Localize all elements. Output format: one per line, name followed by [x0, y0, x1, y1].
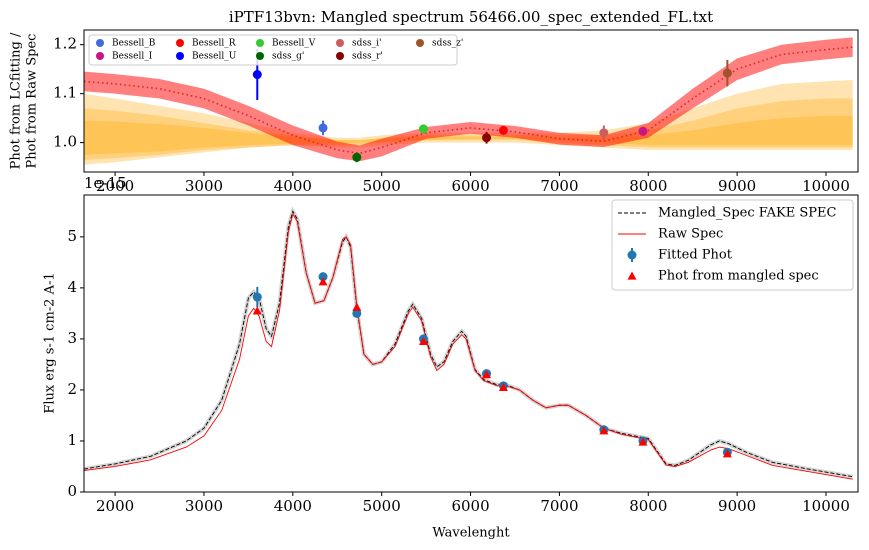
marker — [318, 272, 328, 282]
marker — [252, 70, 262, 80]
legend-label: Fitted Phot — [658, 248, 733, 263]
x-tick-label: 8000 — [629, 497, 667, 515]
legend-swatch — [176, 39, 184, 47]
marker — [352, 152, 362, 162]
legend-label: Bessell_V — [272, 39, 316, 49]
offset-label: 1e-15 — [84, 174, 127, 192]
legend-swatch — [256, 52, 264, 60]
legend-label: sdss_g' — [272, 52, 304, 62]
x-tick-label: 10000 — [802, 497, 850, 515]
marker — [318, 123, 328, 133]
y-tick-label: 1.1 — [53, 84, 77, 102]
marker — [418, 124, 428, 134]
legend-label: Mangled_Spec FAKE SPEC — [658, 206, 837, 221]
marker — [638, 437, 648, 446]
legend-label: Bessell_I — [112, 52, 153, 62]
marker — [638, 126, 648, 136]
marker — [482, 133, 492, 143]
marker — [599, 128, 609, 138]
y-axis-label: Phot from LCfitting / — [9, 32, 24, 169]
x-tick-label: 9000 — [718, 497, 756, 515]
x-tick-label: 8000 — [629, 177, 667, 195]
plot-frame — [83, 194, 859, 493]
x-tick-label: 3000 — [185, 497, 223, 515]
x-tick-label: 7000 — [540, 497, 578, 515]
legend-swatch — [96, 52, 104, 60]
legend-label: sdss_z' — [432, 39, 463, 49]
marker — [418, 336, 428, 346]
marker — [599, 426, 609, 435]
x-axis-label: Wavelenght — [432, 526, 510, 541]
legend-swatch — [176, 52, 184, 60]
band — [84, 37, 853, 162]
legend-swatch — [336, 39, 344, 47]
legend-swatch — [627, 271, 637, 280]
plot-frame — [83, 29, 859, 173]
legend: Bessell_B Bessell_I Bessell_R Bessell_U Bess… — [88, 34, 463, 66]
legend-label: Bessell_R — [192, 39, 236, 49]
x-tick-label: 6000 — [451, 177, 489, 195]
legend-label: Bessell_B — [112, 39, 156, 49]
marker — [498, 382, 508, 391]
legend-label: Phot from mangled spec — [658, 269, 819, 284]
x-tick-label: 6000 — [451, 497, 489, 515]
x-tick-label: 10000 — [802, 177, 850, 195]
x-tick-label: 4000 — [274, 177, 312, 195]
y-tick-label: 0 — [67, 482, 77, 500]
y-tick-label: 3 — [67, 329, 77, 347]
marker — [352, 302, 362, 311]
x-tick-label: 4000 — [274, 497, 312, 515]
y-tick-label: 1.2 — [53, 35, 77, 53]
x-tick-label: 5000 — [363, 497, 401, 515]
y-axis-label: Phot from Raw Spec — [25, 34, 40, 169]
legend-swatch — [416, 39, 424, 47]
marker — [318, 277, 328, 286]
y-tick-label: 2 — [67, 380, 77, 398]
legend-swatch — [336, 52, 344, 60]
y-tick-label: 1.0 — [53, 133, 77, 151]
band — [84, 79, 853, 165]
legend: Mangled_Spec FAKE SPEC Raw Spec Fitted Pho… — [611, 199, 854, 291]
legend-label: Raw Spec — [658, 227, 723, 242]
y-tick-label: 1 — [67, 431, 77, 449]
y-tick-label: 5 — [67, 227, 77, 245]
marker — [722, 449, 732, 458]
y-axis-label: Flux erg s-1 cm-2 A-1 — [43, 272, 58, 413]
x-tick-label: 3000 — [185, 177, 223, 195]
marker — [482, 370, 492, 379]
legend-swatch — [96, 39, 104, 47]
x-tick-label: 2000 — [96, 497, 134, 515]
band — [84, 98, 853, 160]
band — [84, 115, 853, 155]
legend-swatch — [627, 250, 637, 260]
chart-title: iPTF13bvn: Mangled spectrum 56466.00_spe… — [229, 8, 713, 26]
x-tick-label: 9000 — [718, 177, 756, 195]
marker — [498, 125, 508, 135]
legend-swatch — [256, 39, 264, 47]
x-tick-label: 7000 — [540, 177, 578, 195]
x-tick-label: 2000 — [96, 177, 134, 195]
x-tick-label: 5000 — [363, 177, 401, 195]
y-tick-label: 4 — [67, 278, 77, 296]
legend-label: sdss_r' — [352, 52, 383, 62]
legend-label: Bessell_U — [192, 52, 237, 62]
marker — [722, 68, 732, 78]
marker — [252, 306, 262, 315]
marker — [252, 292, 262, 302]
marker — [352, 308, 362, 318]
legend-label: sdss_i' — [352, 39, 381, 49]
legend-box — [611, 199, 854, 291]
